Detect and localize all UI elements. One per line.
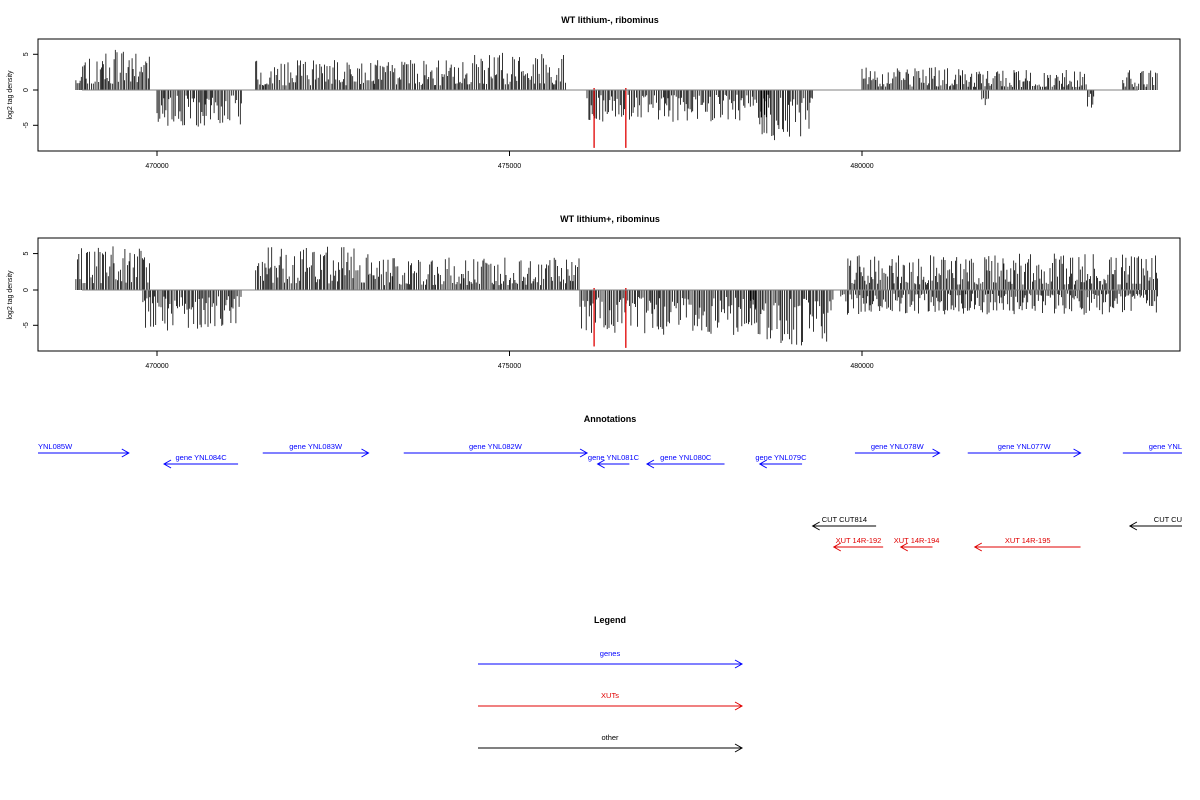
x-tick-label: 475000 (498, 163, 521, 170)
legend-arrowhead (734, 743, 744, 753)
panel-1-y-label: log2 tag density (7, 70, 14, 120)
y-tick-label: 0 (23, 288, 30, 292)
x-tick-label: 475000 (498, 363, 521, 370)
feature-label: XUT 14R-194 (894, 536, 940, 545)
legend-item: XUTs (478, 691, 744, 711)
panel-1-frame (37, 38, 1181, 152)
feature-label: XUT 14R-192 (836, 536, 882, 545)
feature-label: gene YNL082W (469, 442, 523, 451)
arrowhead (973, 542, 983, 552)
legend-panel: Legend genes XUTs other (478, 615, 744, 753)
arrowhead (1073, 448, 1082, 458)
feature-label: gene YNL077W (998, 442, 1052, 451)
annotations-panel: Annotations YNL085W gene YNL084C gene YNL0… (38, 414, 1182, 552)
annotation-feature: XUT 14R-192 (832, 536, 884, 552)
annotation-feature: gene YNL079C (755, 453, 807, 469)
arrowhead (758, 459, 768, 469)
feature-label: XUT 14R-195 (1005, 536, 1051, 545)
panel-2-frame (37, 237, 1181, 352)
annotation-feature: gene YNL078W (854, 442, 941, 458)
feature-label: gene YNL083W (289, 442, 343, 451)
feature-label: gene YNL078W (871, 442, 925, 451)
y-tick-label: 5 (23, 252, 30, 256)
legend-label: other (601, 733, 619, 742)
feature-label: CUT CU (1154, 515, 1182, 524)
arrowhead (932, 448, 941, 458)
panel-2-x-axis: 470000 475000 480000 (145, 351, 874, 370)
feature-label: gene YNL079C (755, 453, 807, 462)
panel-1-signal-bars (75, 49, 1158, 148)
arrowhead (832, 542, 842, 552)
panel-2-y-label: log2 tag density (7, 270, 14, 320)
legend-label: XUTs (601, 691, 619, 700)
legend-label: genes (600, 649, 621, 658)
annotation-feature: gene YNL082W (403, 442, 589, 458)
feature-label: gene YNL081C (588, 453, 640, 462)
annotation-feature: CUT CU (1128, 515, 1182, 531)
x-tick-label: 470000 (145, 163, 168, 170)
arrowhead (645, 459, 655, 469)
track-panel-1: WT lithium-, ribominus 5 0 -5 470000 475000… (7, 15, 1181, 170)
annotation-feature: gene YNL084C (163, 453, 239, 469)
legend-arrowhead (734, 659, 744, 669)
arrowhead (811, 521, 820, 531)
x-tick-label: 470000 (145, 363, 168, 370)
feature-label: gene YNL084C (175, 453, 227, 462)
annotation-feature: XUT 14R-195 (973, 536, 1081, 552)
annotation-feature: YNL085W (38, 442, 130, 458)
annotations-title: Annotations (584, 414, 637, 424)
y-tick-label: -5 (23, 322, 30, 328)
feature-label: YNL085W (38, 442, 73, 451)
arrowhead (1128, 521, 1138, 531)
arrowhead (596, 459, 605, 469)
arrowhead (579, 448, 589, 458)
y-tick-label: -5 (23, 122, 30, 128)
panel-1-y-axis: 5 0 -5 (23, 52, 38, 128)
legend-items: genes XUTs other (478, 649, 744, 753)
arrowhead (163, 459, 172, 469)
annotation-features: YNL085W gene YNL084C gene YNL083W gene YNL0… (38, 442, 1182, 552)
y-tick-label: 5 (23, 52, 30, 56)
annotation-feature: gene YNL (1122, 442, 1182, 454)
legend-item: genes (478, 649, 744, 669)
feature-label: gene YNL (1149, 442, 1182, 451)
arrowhead (121, 448, 130, 458)
panel-1-title: WT lithium-, ribominus (561, 15, 659, 25)
legend-title: Legend (594, 615, 626, 625)
panel-2-signal-bars (75, 246, 1158, 348)
legend-item: other (478, 733, 744, 753)
annotation-feature: CUT CUT814 (811, 515, 877, 531)
x-tick-label: 480000 (850, 363, 873, 370)
annotation-feature: gene YNL083W (262, 442, 370, 458)
panel-2-title: WT lithium+, ribominus (560, 214, 660, 224)
arrowhead (899, 542, 909, 552)
annotation-feature: XUT 14R-194 (894, 536, 940, 552)
arrowhead (361, 448, 370, 458)
feature-label: gene YNL080C (660, 453, 712, 462)
feature-label: CUT CUT814 (822, 515, 867, 524)
annotation-feature: gene YNL080C (645, 453, 725, 469)
x-tick-label: 480000 (850, 163, 873, 170)
legend-arrowhead (734, 701, 744, 711)
annotation-feature: gene YNL077W (967, 442, 1082, 458)
y-tick-label: 0 (23, 88, 30, 92)
track-panel-2: WT lithium+, ribominus 5 0 -5 470000 475000… (7, 214, 1181, 370)
panel-1-x-axis: 470000 475000 480000 (145, 151, 874, 170)
annotation-feature: gene YNL081C (588, 453, 640, 469)
panel-2-y-axis: 5 0 -5 (23, 252, 38, 328)
